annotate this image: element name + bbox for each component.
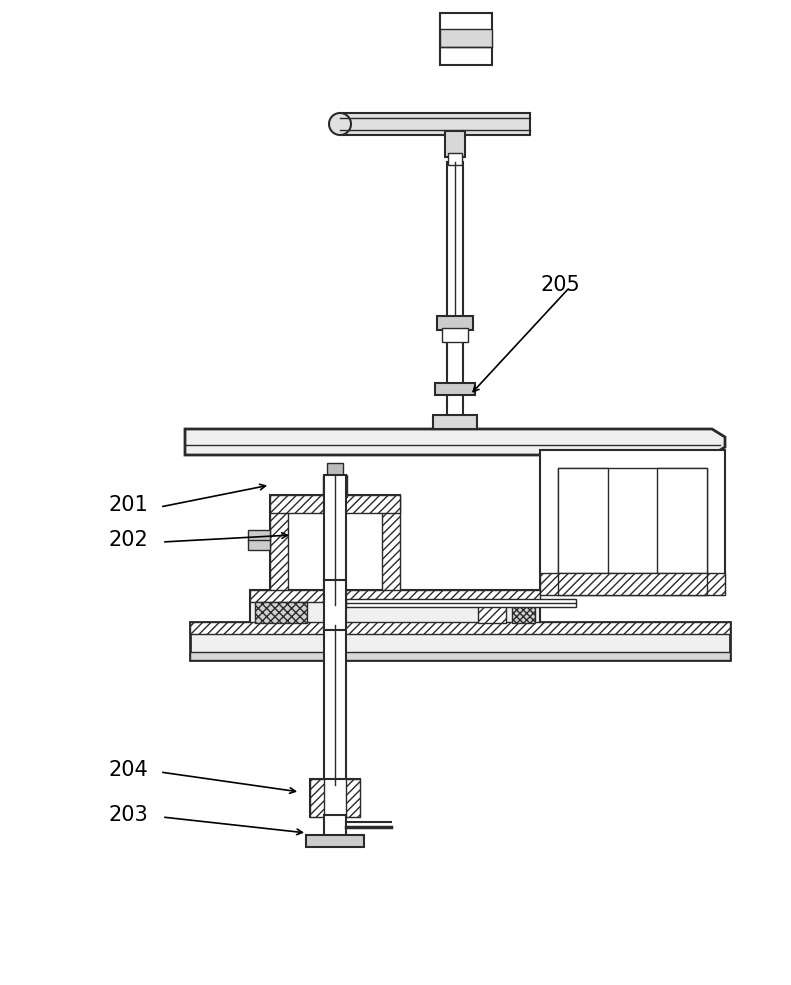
Bar [324, 815, 346, 837]
Text: 204: 204 [108, 760, 148, 780]
Bar [270, 495, 288, 595]
Bar [447, 393, 463, 417]
Bar [190, 652, 730, 660]
Bar [657, 468, 707, 577]
Bar [435, 383, 475, 395]
Bar [340, 113, 530, 135]
Bar [270, 495, 400, 513]
Bar [306, 835, 364, 847]
Bar [324, 625, 346, 785]
Bar [478, 602, 506, 623]
Text: 202: 202 [108, 530, 148, 550]
Bar [558, 468, 608, 577]
Text: 205: 205 [540, 275, 580, 295]
Bar [512, 602, 535, 623]
Bar [324, 580, 346, 630]
Bar [255, 602, 307, 623]
Bar [310, 779, 360, 817]
Bar [448, 153, 462, 165]
Bar [323, 475, 347, 497]
Bar [270, 495, 400, 595]
Bar [445, 131, 465, 157]
Bar [248, 530, 270, 550]
Text: 203: 203 [108, 805, 148, 825]
Text: 201: 201 [108, 495, 148, 515]
Ellipse shape [329, 113, 351, 135]
Bar [558, 468, 707, 577]
Bar [190, 622, 730, 634]
Bar [440, 29, 492, 47]
Bar [447, 162, 463, 320]
Bar [250, 590, 540, 625]
Bar [442, 328, 468, 342]
Bar [558, 573, 707, 595]
Bar [310, 779, 324, 817]
Bar [346, 599, 576, 607]
Bar [346, 779, 360, 817]
Bar [327, 463, 343, 477]
Bar [447, 340, 463, 385]
Bar [190, 622, 730, 660]
Bar [540, 450, 725, 595]
Bar [540, 573, 725, 595]
Polygon shape [185, 429, 725, 455]
Bar [324, 475, 346, 605]
Bar [433, 415, 477, 429]
Bar [250, 590, 540, 602]
Bar [437, 316, 473, 330]
Bar [382, 495, 400, 595]
Bar [440, 13, 492, 65]
